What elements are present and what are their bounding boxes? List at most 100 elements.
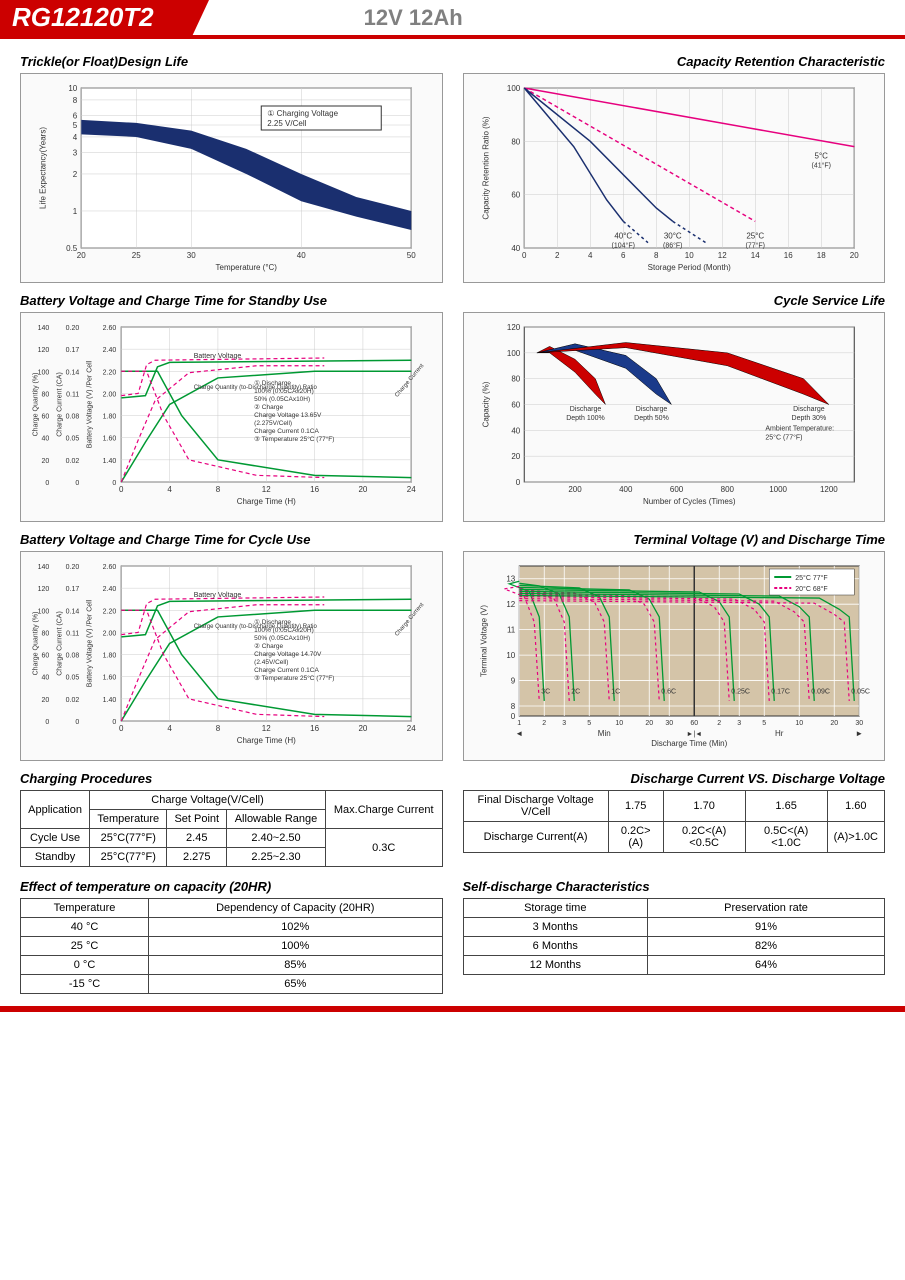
svg-text:5: 5 [587,720,591,727]
svg-text:25: 25 [132,251,141,260]
svg-text:800: 800 [720,485,734,494]
cycleuse-section: Battery Voltage and Charge Time for Cycl… [20,532,443,761]
table-row: 3 Months91% [463,918,885,937]
svg-text:0.05C: 0.05C [851,688,870,695]
svg-text:1.80: 1.80 [103,414,117,421]
svg-text:1: 1 [517,720,521,727]
svg-text:Charge Time (H): Charge Time (H) [237,497,296,506]
svg-text:Charge Current 0.1CA: Charge Current 0.1CA [254,667,319,674]
svg-text:18: 18 [816,251,825,260]
svg-text:0.08: 0.08 [66,414,80,421]
cyclelife-title: Cycle Service Life [463,293,886,308]
svg-text:(41°F): (41°F) [811,162,831,170]
svg-text:11: 11 [506,626,515,635]
svg-text:Capacity Retention Ratio (%): Capacity Retention Ratio (%) [481,116,490,219]
svg-text:0.09C: 0.09C [811,688,830,695]
svg-text:2C: 2C [571,688,580,695]
svg-text:20: 20 [645,720,653,727]
svg-text:Battery Voltage (V) /Per Cell: Battery Voltage (V) /Per Cell [86,599,93,687]
selfdis-table: Storage timePreservation rate 3 Months91… [463,898,886,975]
svg-text:Discharge: Discharge [793,406,825,413]
th: Temperature [21,899,149,918]
svg-text:0.6C: 0.6C [661,688,676,695]
th-cv: Charge Voltage(V/Cell) [90,791,326,810]
table-row: Cycle Use 25°C(77°F) 2.45 2.40~2.50 0.3C [21,829,443,848]
svg-text:25°C 77°F: 25°C 77°F [795,574,827,582]
svg-text:Temperature (°C): Temperature (°C) [216,263,278,272]
svg-text:16: 16 [783,251,792,260]
svg-text:0.05: 0.05 [66,436,80,443]
svg-text:10: 10 [506,651,515,660]
svg-text:9: 9 [510,677,515,686]
svg-text:5: 5 [762,720,766,727]
svg-text:2: 2 [73,170,78,179]
svg-text:100: 100 [506,349,520,358]
svg-text:14: 14 [750,251,759,260]
table-row: 25 °C100% [21,937,443,956]
svg-text:16: 16 [310,724,319,733]
svg-text:5: 5 [73,121,78,130]
svg-text:50% (0.05CAx10H): 50% (0.05CAx10H) [254,635,310,642]
cycleuse-chart: 0481216202402040608010012014000.020.050.… [20,551,443,761]
svg-text:60: 60 [690,720,698,727]
tempcap-title: Effect of temperature on capacity (20HR) [20,879,443,894]
svg-text:3: 3 [737,720,741,727]
svg-text:Battery Voltage (V) /Per Cell: Battery Voltage (V) /Per Cell [86,360,93,448]
svg-text:60: 60 [511,401,520,410]
svg-text:0: 0 [45,480,49,487]
svg-text:(77°F): (77°F) [745,242,765,250]
retention-section: Capacity Retention Characteristic 406080… [463,54,886,283]
svg-text:4: 4 [167,485,172,494]
svg-text:1.60: 1.60 [103,675,117,682]
svg-text:0.11: 0.11 [66,630,79,637]
svg-text:20: 20 [41,458,49,465]
svg-text:100: 100 [38,608,50,615]
table-row: 40 °C102% [21,918,443,937]
selfdis-section: Self-discharge Characteristics Storage t… [463,879,886,994]
svg-text:0: 0 [119,724,124,733]
trickle-chart: 0.51234568102025304050Temperature (°C)Li… [20,73,443,283]
svg-text:1.80: 1.80 [103,653,117,660]
svg-text:0.17: 0.17 [66,347,80,354]
svg-text:20: 20 [358,485,367,494]
svg-text:Charge Quantity (%): Charge Quantity (%) [32,612,39,676]
table-row: 6 Months82% [463,937,885,956]
svg-text:100% (0.05CAx20H): 100% (0.05CAx20H) [254,627,314,634]
discharge-section: Terminal Voltage (V) and Discharge Time … [463,532,886,761]
standby-title: Battery Voltage and Charge Time for Stan… [20,293,443,308]
svg-text:25°C: 25°C [746,232,764,241]
svg-text:80: 80 [41,391,49,398]
svg-text:20: 20 [77,251,86,260]
th-max: Max.Charge Current [325,791,442,829]
svg-text:2.40: 2.40 [103,347,117,354]
svg-text:80: 80 [511,137,520,146]
svg-text:0.14: 0.14 [66,369,80,376]
svg-text:0.17C: 0.17C [771,688,790,695]
svg-text:(86°F): (86°F) [662,242,682,250]
standby-section: Battery Voltage and Charge Time for Stan… [20,293,443,522]
table-row: 0 °C85% [21,956,443,975]
svg-text:Charge Current 0.1CA: Charge Current 0.1CA [254,428,319,435]
th: Dependency of Capacity (20HR) [149,899,442,918]
svg-text:3: 3 [73,148,78,157]
svg-text:8: 8 [73,96,78,105]
svg-text:20: 20 [41,697,49,704]
svg-text:600: 600 [669,485,683,494]
svg-text:8: 8 [510,702,515,711]
svg-text:40: 40 [41,436,49,443]
svg-text:100% (0.05CAx20H): 100% (0.05CAx20H) [254,388,314,395]
svg-text:Min: Min [597,729,610,738]
svg-text:1.40: 1.40 [103,697,117,704]
svg-text:Number of Cycles (Times): Number of Cycles (Times) [642,497,735,506]
svg-text:30: 30 [187,251,196,260]
svg-text:12: 12 [262,724,271,733]
dcdv-table: Final Discharge Voltage V/Cell 1.75 1.70… [463,790,886,853]
svg-text:① Discharge: ① Discharge [254,379,291,387]
svg-text:Life Expectancy(Years): Life Expectancy(Years) [38,127,47,209]
footer-bar [0,1006,905,1012]
svg-text:Ambient Temperature:: Ambient Temperature: [765,425,834,432]
svg-text:(2.45V/Cell): (2.45V/Cell) [254,659,288,666]
svg-text:2.40: 2.40 [103,586,117,593]
charging-table-section: Charging Procedures Application Charge V… [20,771,443,867]
svg-text:0.17: 0.17 [66,586,80,593]
